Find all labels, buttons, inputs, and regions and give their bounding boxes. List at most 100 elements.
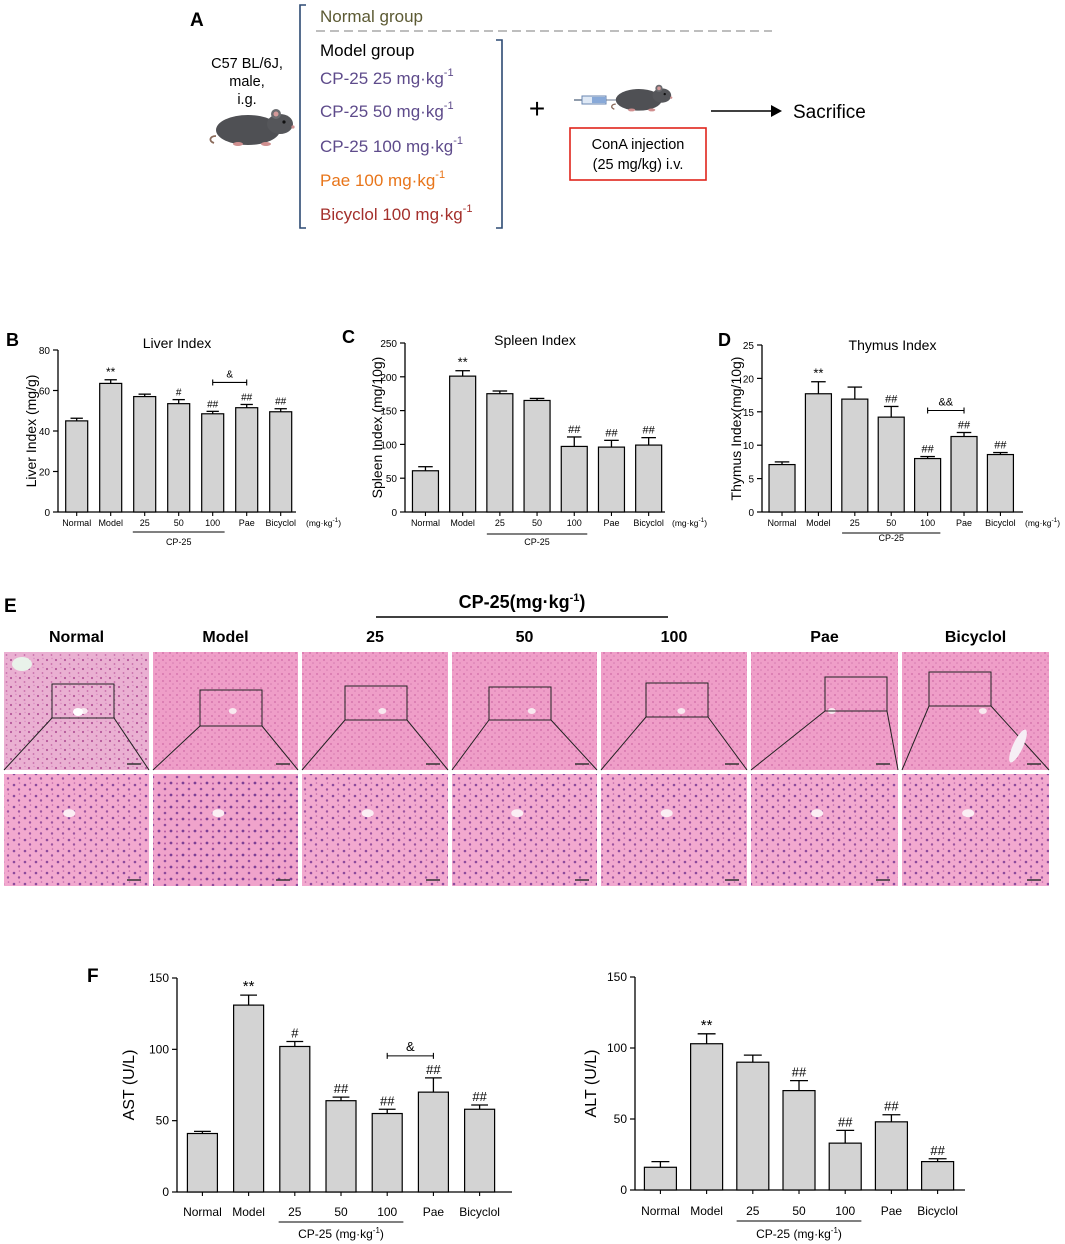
bar-50: [325, 1100, 357, 1193]
vessel-lumen: [228, 708, 237, 714]
y-tick-label: 0: [391, 508, 397, 519]
group-item-4: CP-25 100 mg·kg-1: [320, 135, 463, 156]
bracket-label: &: [406, 1039, 415, 1054]
bar-Bicyclol: [269, 411, 293, 513]
y-tick-label: 50: [614, 1112, 628, 1126]
bar-Model: [233, 1004, 265, 1193]
vessel-lumen: [811, 809, 824, 818]
significance-label: ##: [958, 420, 971, 432]
group-label-text: CP-25: [298, 1227, 332, 1241]
histology-column-label: 100: [661, 629, 688, 646]
y-tick-label: 0: [44, 508, 50, 519]
arrow-head-icon: [771, 105, 782, 117]
histology-column-label: Normal: [49, 629, 104, 646]
group-item-3: CP-25 50 mg·kg-1: [320, 100, 454, 121]
histology-image-high-mag: [751, 774, 898, 886]
histology-column-label: Bicyclol: [945, 629, 1006, 646]
histology-image-high-mag: [601, 774, 747, 886]
panel-f-letter: F: [87, 966, 99, 987]
bar-100: [201, 413, 225, 513]
zoom-line: [3, 717, 53, 771]
group-label-text: CP-25: [878, 533, 904, 543]
group-unit-sup: -1: [831, 1226, 839, 1235]
group-item-5: Pae 100 mg·kg-1: [320, 169, 445, 190]
panel-letter-thymus: D: [718, 330, 731, 350]
x-tick-label: Bicyclol: [265, 518, 296, 528]
x-tick-label: Pae: [239, 518, 255, 528]
x-tick-label: Pae: [603, 518, 619, 528]
group-item-1: Model group: [320, 41, 415, 60]
significance-label: ##: [334, 1081, 349, 1096]
x-tick-label: 100: [835, 1204, 855, 1218]
x-tick-label: Normal: [183, 1205, 222, 1219]
y-tick-label: 250: [380, 339, 397, 350]
significance-label: #: [291, 1025, 299, 1040]
bar-25: [486, 393, 514, 513]
bar-100: [914, 457, 942, 513]
group-bracket-right: [496, 39, 503, 229]
bar-50: [877, 416, 905, 513]
group-item-sup: -1: [453, 135, 463, 147]
x-tick-label: Normal: [768, 518, 797, 528]
vessel-lumen: [660, 809, 673, 818]
cona-injection-line1: ConA injection: [592, 137, 685, 153]
bar-100: [560, 445, 588, 513]
group-item-2: CP-25 25 mg·kg-1: [320, 67, 454, 88]
vessel-lumen: [511, 809, 524, 818]
y-axis-label: AST (U/L): [121, 1050, 138, 1121]
vessel-lumen: [978, 708, 987, 714]
zoom-region-box: [199, 689, 263, 727]
x-tick-label: 25: [140, 518, 150, 528]
zoom-region-box: [344, 685, 408, 721]
group-label: CP-25 (mg·kg-1): [756, 1226, 842, 1241]
significance-label: #: [176, 388, 182, 399]
bar-Model: [449, 375, 477, 513]
group-label-text: CP-25: [166, 537, 192, 547]
chart-title: Liver Index: [143, 335, 211, 351]
group-unit-close: ): [380, 1227, 384, 1241]
bar-Pae: [874, 1121, 909, 1191]
bar-Model: [690, 1043, 724, 1191]
vessel-lumen: [677, 708, 686, 714]
significance-label: **: [701, 1017, 713, 1034]
significance-label: ##: [930, 1143, 945, 1158]
x-tick-label: 25: [746, 1204, 760, 1218]
y-axis-label: Thymus Index(mg/10g): [728, 357, 744, 501]
histology-image-high-mag: [302, 774, 448, 886]
unit-text: (mg·kg: [306, 518, 333, 528]
x-tick-label: Model: [806, 518, 831, 528]
chart-thymus: D Thymus Index Thymus Index(mg/10g) 0 5 10 15 2…: [718, 330, 1060, 543]
significance-label: **: [813, 366, 823, 381]
histology-image-low-mag: [601, 652, 747, 770]
zoom-region-box: [488, 686, 552, 721]
x-tick-label: 50: [792, 1204, 806, 1218]
group-unit-sup: -1: [373, 1226, 381, 1235]
mouse-route-label: i.g.: [237, 92, 256, 108]
mouse-icon: [209, 109, 295, 146]
y-tick-label: 200: [380, 373, 397, 384]
zoom-line: [600, 716, 647, 771]
x-tick-label: 100: [567, 518, 582, 528]
group-item-text: Bicyclol 100 mg·kg: [320, 205, 463, 224]
chart-alt: ALT (U/L) 0 50 100 150 Normal ** Model 25 ## 50 ## 1…: [583, 970, 965, 1241]
bar-25: [841, 398, 869, 513]
bar-Normal: [186, 1132, 219, 1193]
x-tick-label: 50: [532, 518, 542, 528]
vessel-lumen: [527, 708, 536, 714]
group-label: CP-25: [878, 533, 904, 543]
x-tick-label: 100: [205, 518, 220, 528]
vessel-lumen: [63, 809, 76, 818]
x-tick-label: Normal: [411, 518, 440, 528]
y-tick-label: 0: [620, 1183, 627, 1197]
histology-image-low-mag: [452, 652, 597, 770]
bar-Pae: [597, 446, 626, 513]
panel-e-letter: E: [4, 596, 17, 617]
significance-label: ##: [838, 1114, 853, 1129]
bar-Bicyclol: [921, 1160, 955, 1191]
bracket-label: &&: [938, 397, 953, 409]
x-tick-label: Bicyclol: [633, 518, 664, 528]
zoom-line: [113, 717, 150, 771]
chart-title: Thymus Index: [849, 337, 937, 353]
group-label: CP-25 (mg·kg-1): [298, 1226, 384, 1241]
group-item-sup: -1: [435, 169, 445, 181]
